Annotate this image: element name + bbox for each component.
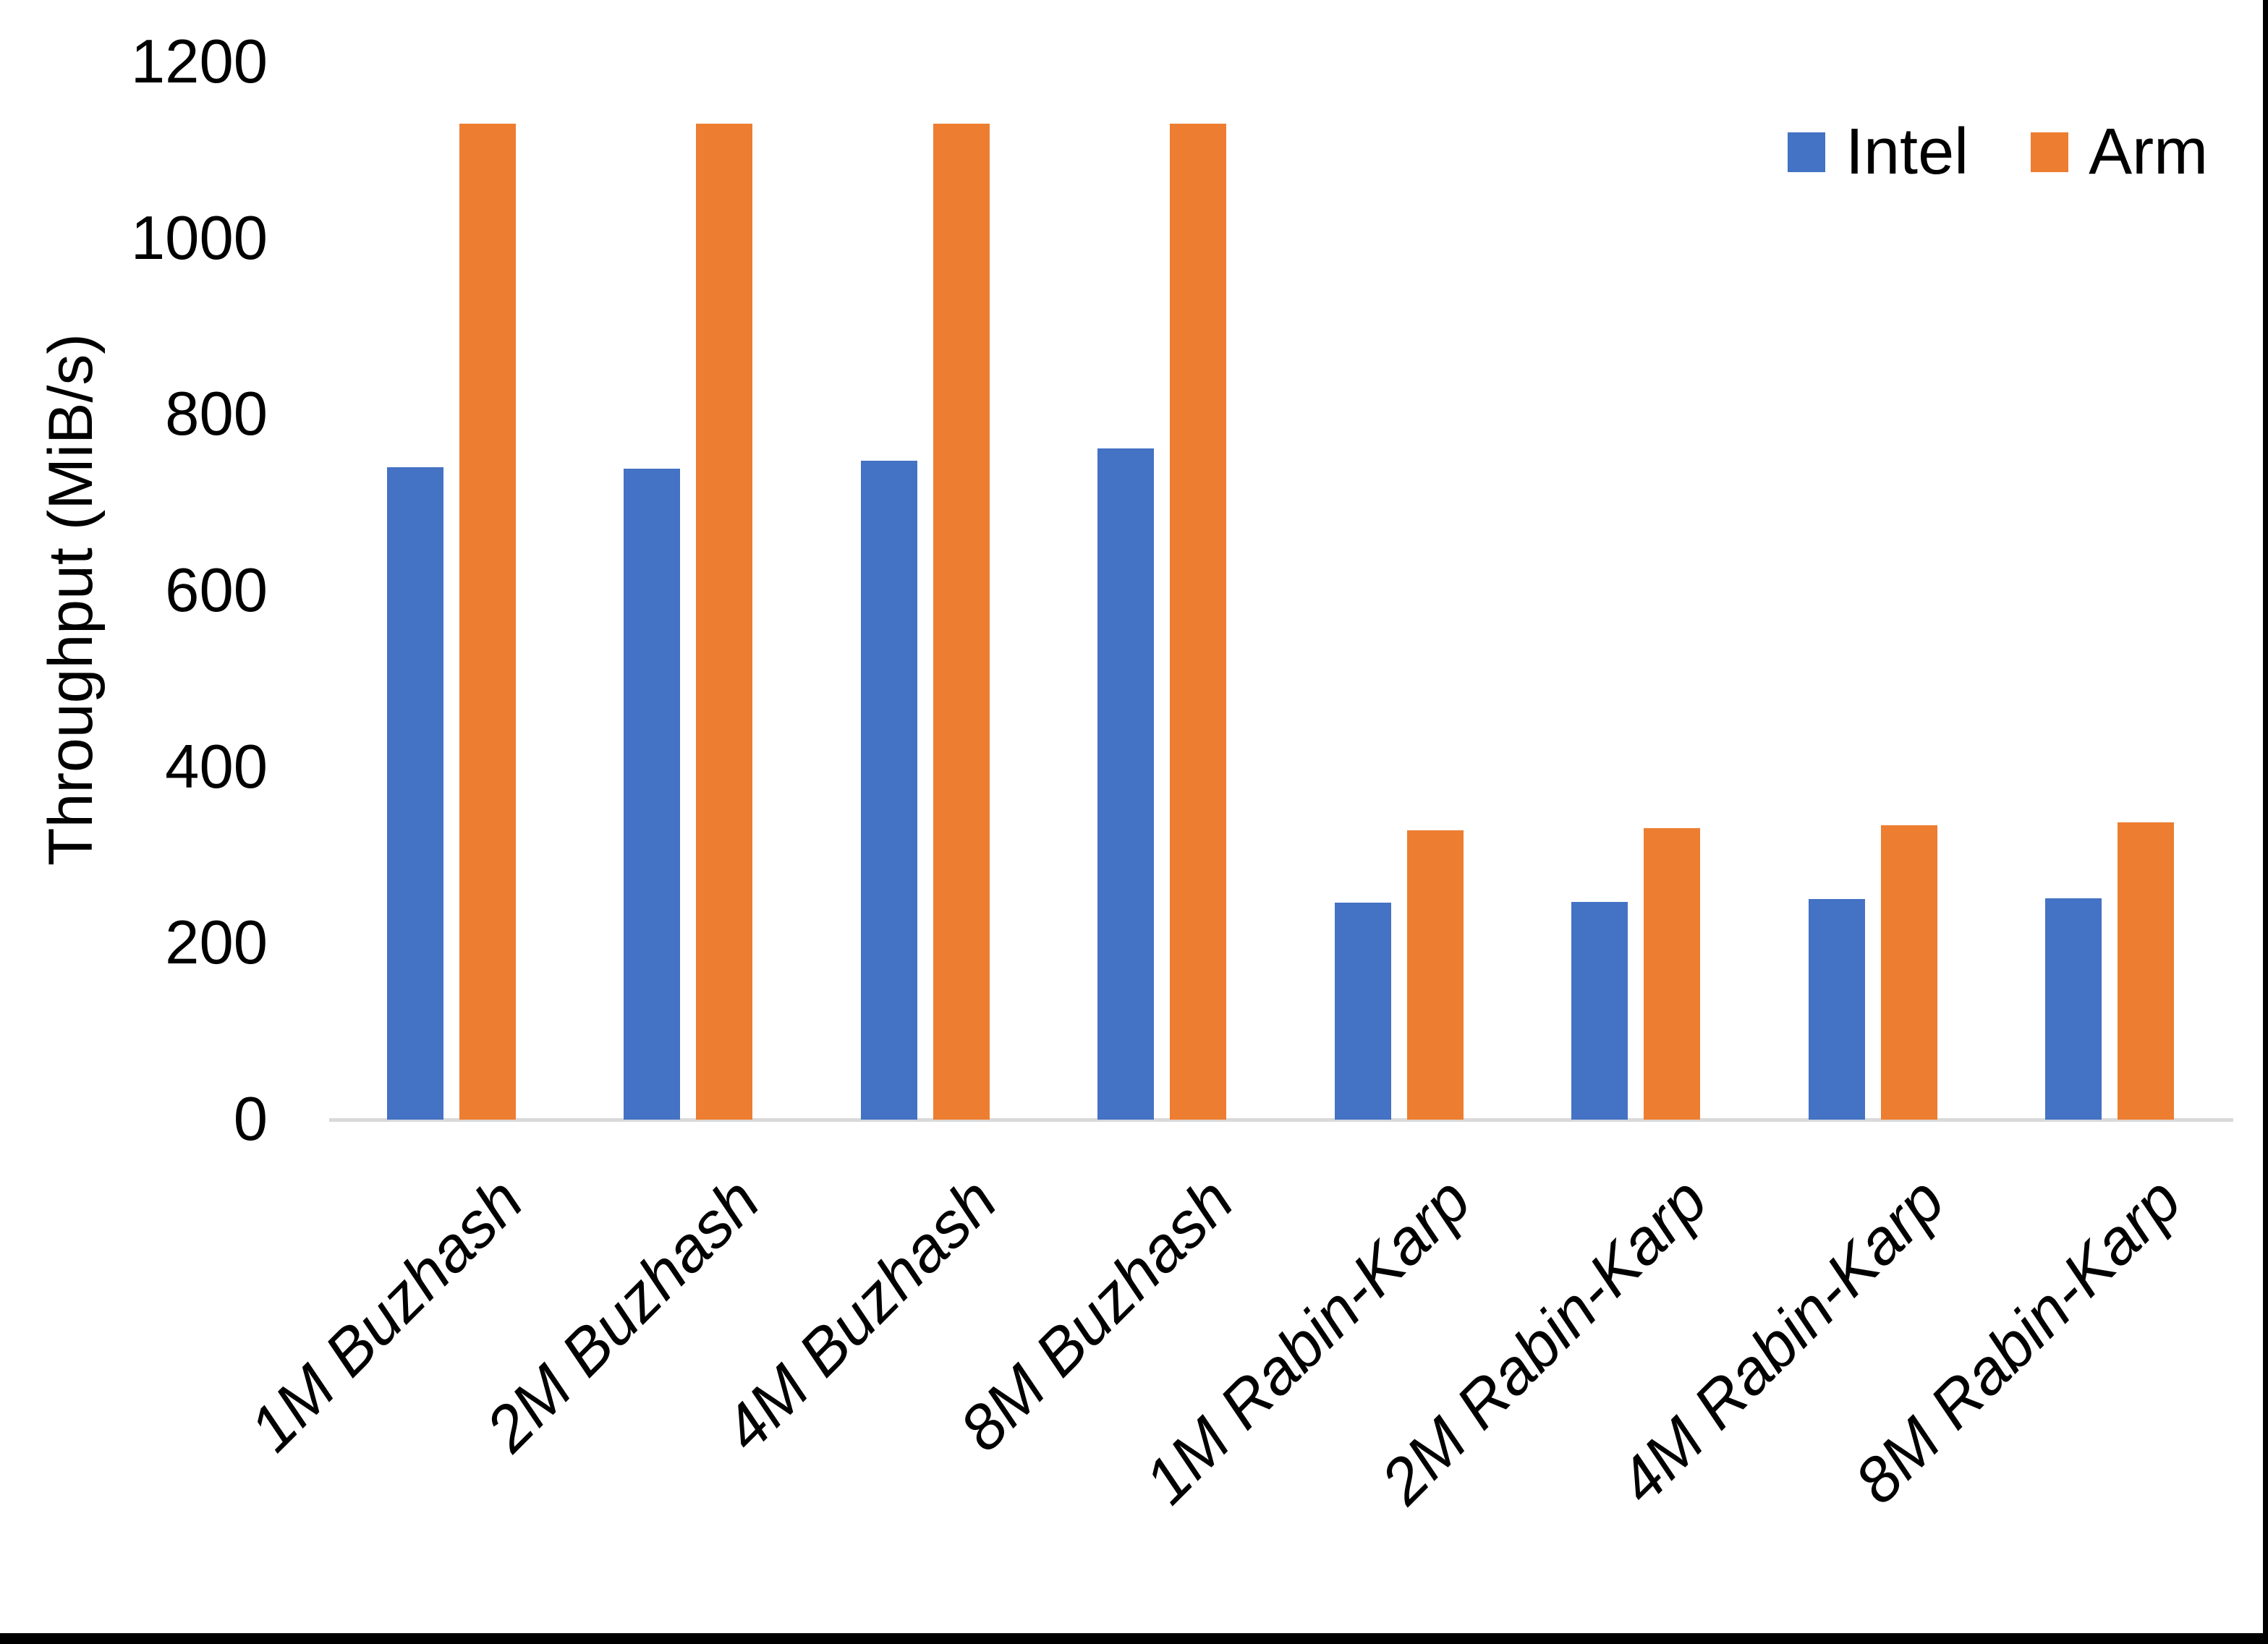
y-axis-tick-labels: 0 200 400 600 800 1000 1200: [0, 0, 268, 1644]
y-tick-label: 1200: [130, 27, 268, 96]
bar-intel-4m-rabin-karp: [1808, 899, 1865, 1120]
legend-item-intel: Intel: [1788, 116, 1968, 188]
window-edge-bottom: [0, 1633, 2268, 1644]
bar-intel-2m-rabin-karp: [1571, 902, 1628, 1120]
bar-intel-8m-rabin-karp: [2045, 898, 2102, 1120]
arm-series-swatch: [2031, 132, 2069, 172]
legend-label-intel: Intel: [1846, 116, 1969, 188]
bar-arm-1m-rabin-karp: [1406, 830, 1464, 1120]
bar-intel-1m-buzhash: [386, 467, 443, 1120]
bar-arm-4m-buzhash: [933, 124, 990, 1120]
legend-item-arm: Arm: [2031, 116, 2208, 188]
bar-intel-4m-buzhash: [860, 461, 917, 1120]
bar-intel-8m-buzhash: [1097, 448, 1155, 1120]
y-tick-label: 600: [165, 556, 268, 625]
x-axis-line: [329, 1118, 2233, 1122]
bar-arm-8m-rabin-karp: [2118, 822, 2175, 1120]
intel-series-swatch: [1788, 132, 1825, 172]
bar-arm-2m-rabin-karp: [1644, 828, 1701, 1120]
bar-arm-2m-buzhash: [696, 124, 753, 1120]
bar-arm-8m-buzhash: [1170, 124, 1227, 1120]
y-tick-label: 1000: [130, 203, 268, 273]
legend: Intel Arm: [1788, 116, 2208, 188]
bar-intel-1m-rabin-karp: [1334, 903, 1391, 1120]
y-tick-label: 0: [233, 1085, 268, 1154]
y-tick-label: 800: [165, 380, 268, 449]
y-tick-label: 400: [165, 732, 268, 801]
bar-intel-2m-buzhash: [624, 469, 681, 1120]
y-tick-label: 200: [165, 908, 268, 978]
bar-arm-4m-rabin-karp: [1880, 825, 1937, 1120]
bar-arm-1m-buzhash: [459, 124, 516, 1120]
window-edge-right: [2263, 0, 2268, 1644]
legend-label-arm: Arm: [2089, 116, 2209, 188]
